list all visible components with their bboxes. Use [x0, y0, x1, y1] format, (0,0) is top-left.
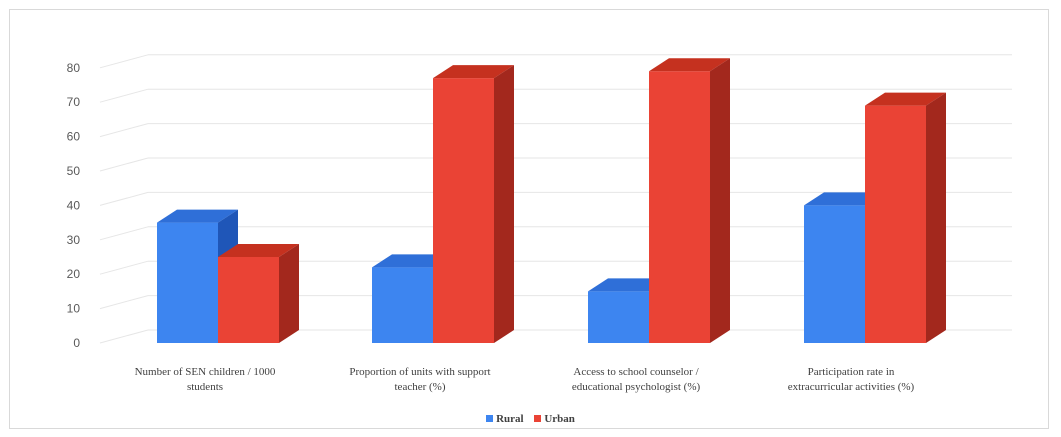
- bar-front-rural-2: [588, 291, 649, 343]
- bar-side-urban-0: [279, 244, 299, 343]
- y-tick-label-10: 10: [67, 302, 81, 316]
- bar-top-rural-0: [157, 209, 238, 223]
- y-tick-label-40: 40: [67, 198, 81, 212]
- category-labels: Number of SEN children / 1000 students Pro…: [135, 366, 915, 393]
- legend-label-urban: Urban: [544, 413, 575, 425]
- category-label-3: Participation rate in extracurricular act…: [788, 366, 915, 393]
- gridline-foot-20: [99, 260, 149, 275]
- bar-top-rural-3: [804, 192, 885, 206]
- bar-top-urban-3: [865, 92, 946, 106]
- bar-front-rural-3: [804, 205, 865, 343]
- category-label-1-line-0: Proportion of units with support: [349, 366, 490, 378]
- y-tick-label-20: 20: [67, 267, 81, 281]
- y-tick-label-0: 0: [73, 336, 80, 350]
- gridline-foot-0: [99, 329, 149, 344]
- legend-swatch-urban: [534, 414, 542, 422]
- category-label-1: Proportion of units with support teacher …: [349, 366, 490, 393]
- legend-item-rural: Rural: [486, 413, 524, 425]
- bar-urban-2: [649, 58, 730, 344]
- bar-side-urban-1: [494, 65, 514, 344]
- bar-urban-3: [865, 92, 946, 343]
- bar-side-urban-2: [710, 58, 730, 344]
- y-tick-label-50: 50: [67, 164, 81, 178]
- bar-front-rural-0: [157, 222, 218, 343]
- gridline-foot-40: [99, 191, 149, 206]
- bar-top-urban-1: [433, 65, 514, 79]
- category-label-0-line-0: Number of SEN children / 1000: [135, 366, 276, 378]
- y-tick-label-60: 60: [67, 130, 81, 144]
- bar-front-urban-0: [218, 257, 279, 343]
- bar-front-urban-1: [433, 78, 494, 344]
- bar-front-urban-3: [865, 105, 926, 343]
- bar-front-rural-1: [372, 267, 433, 343]
- bar-top-rural-1: [372, 254, 453, 268]
- bar-urban-1: [433, 65, 514, 344]
- gridline-foot-60: [99, 123, 149, 138]
- bar-side-urban-3: [926, 92, 946, 343]
- bar-top-urban-2: [649, 58, 730, 72]
- legend: Rural Urban: [0, 413, 1061, 425]
- y-tick-label-70: 70: [67, 95, 81, 109]
- legend-label-rural: Rural: [496, 413, 524, 425]
- category-label-2: Access to school counselor / educational …: [572, 366, 701, 393]
- bars: [157, 58, 946, 344]
- gridline-foot-70: [99, 88, 149, 103]
- gridline-foot-30: [99, 226, 149, 241]
- category-label-1-line-1: teacher (%): [395, 381, 446, 393]
- bar-top-urban-0: [218, 244, 299, 257]
- category-label-2-line-0: Access to school counselor /: [573, 366, 699, 378]
- category-label-3-line-1: extracurricular activities (%): [788, 381, 915, 393]
- y-tick-label-80: 80: [67, 61, 81, 75]
- gridline-foot-10: [99, 295, 149, 310]
- legend-item-urban: Urban: [534, 413, 575, 425]
- y-tick-label-30: 30: [67, 233, 81, 247]
- legend-swatch-rural: [486, 414, 494, 422]
- category-label-0-line-1: students: [187, 381, 223, 393]
- gridline-foot-50: [99, 157, 149, 172]
- category-label-2-line-1: educational psychologist (%): [572, 381, 701, 393]
- category-label-0: Number of SEN children / 1000 students: [135, 366, 276, 393]
- gridline-foot-80: [99, 54, 149, 69]
- category-label-3-line-0: Participation rate in: [808, 366, 895, 378]
- y-axis-ticks: 0 10 20 30 40 50 60 70 80: [67, 61, 81, 350]
- bar-front-urban-2: [649, 71, 710, 344]
- bar-urban-0: [218, 244, 299, 343]
- bar-top-rural-2: [588, 278, 669, 292]
